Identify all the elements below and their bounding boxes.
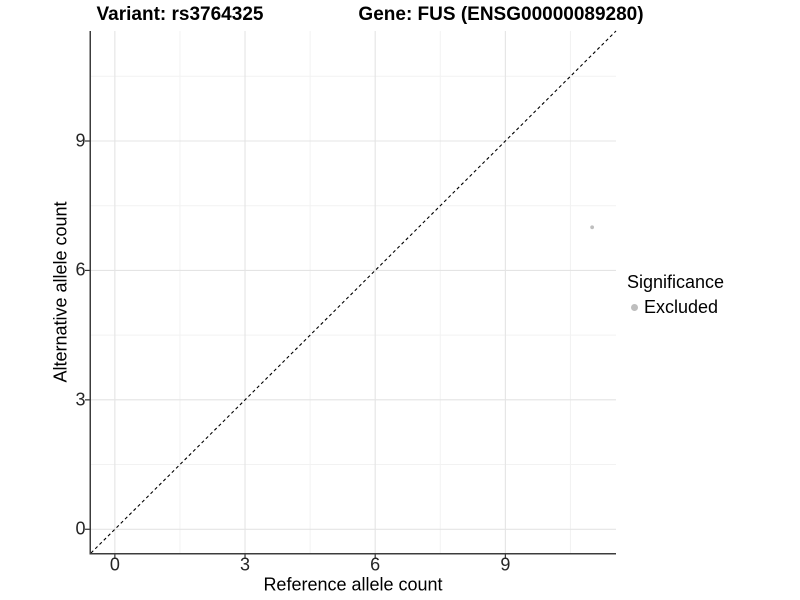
legend-title: Significance <box>627 272 725 292</box>
gene-title: Gene: FUS (ENSG00000089280) <box>358 4 644 25</box>
y-tick-label: 0 <box>75 518 86 539</box>
legend: Significance Excluded <box>627 272 724 318</box>
variant-title: Variant: rs3764325 <box>96 4 264 25</box>
plot-panel <box>85 30 617 559</box>
y-tick-label: 3 <box>75 389 86 410</box>
x-axis-title: Reference allele count <box>263 574 443 595</box>
x-tick-label: 6 <box>370 554 381 575</box>
legend-key-dot-icon <box>631 304 638 311</box>
x-tick-label: 9 <box>500 554 511 575</box>
x-tick-label: 0 <box>109 554 120 575</box>
y-tick-label: 9 <box>75 130 86 151</box>
legend-entry-label: Excluded <box>644 297 719 317</box>
x-tick-label: 3 <box>240 554 251 575</box>
y-axis-title: Alternative allele count <box>50 201 71 383</box>
y-tick-label: 6 <box>75 259 86 280</box>
data-point <box>590 225 595 230</box>
identity-dashed-line <box>90 30 617 554</box>
legend-entry: Excluded <box>627 297 724 318</box>
